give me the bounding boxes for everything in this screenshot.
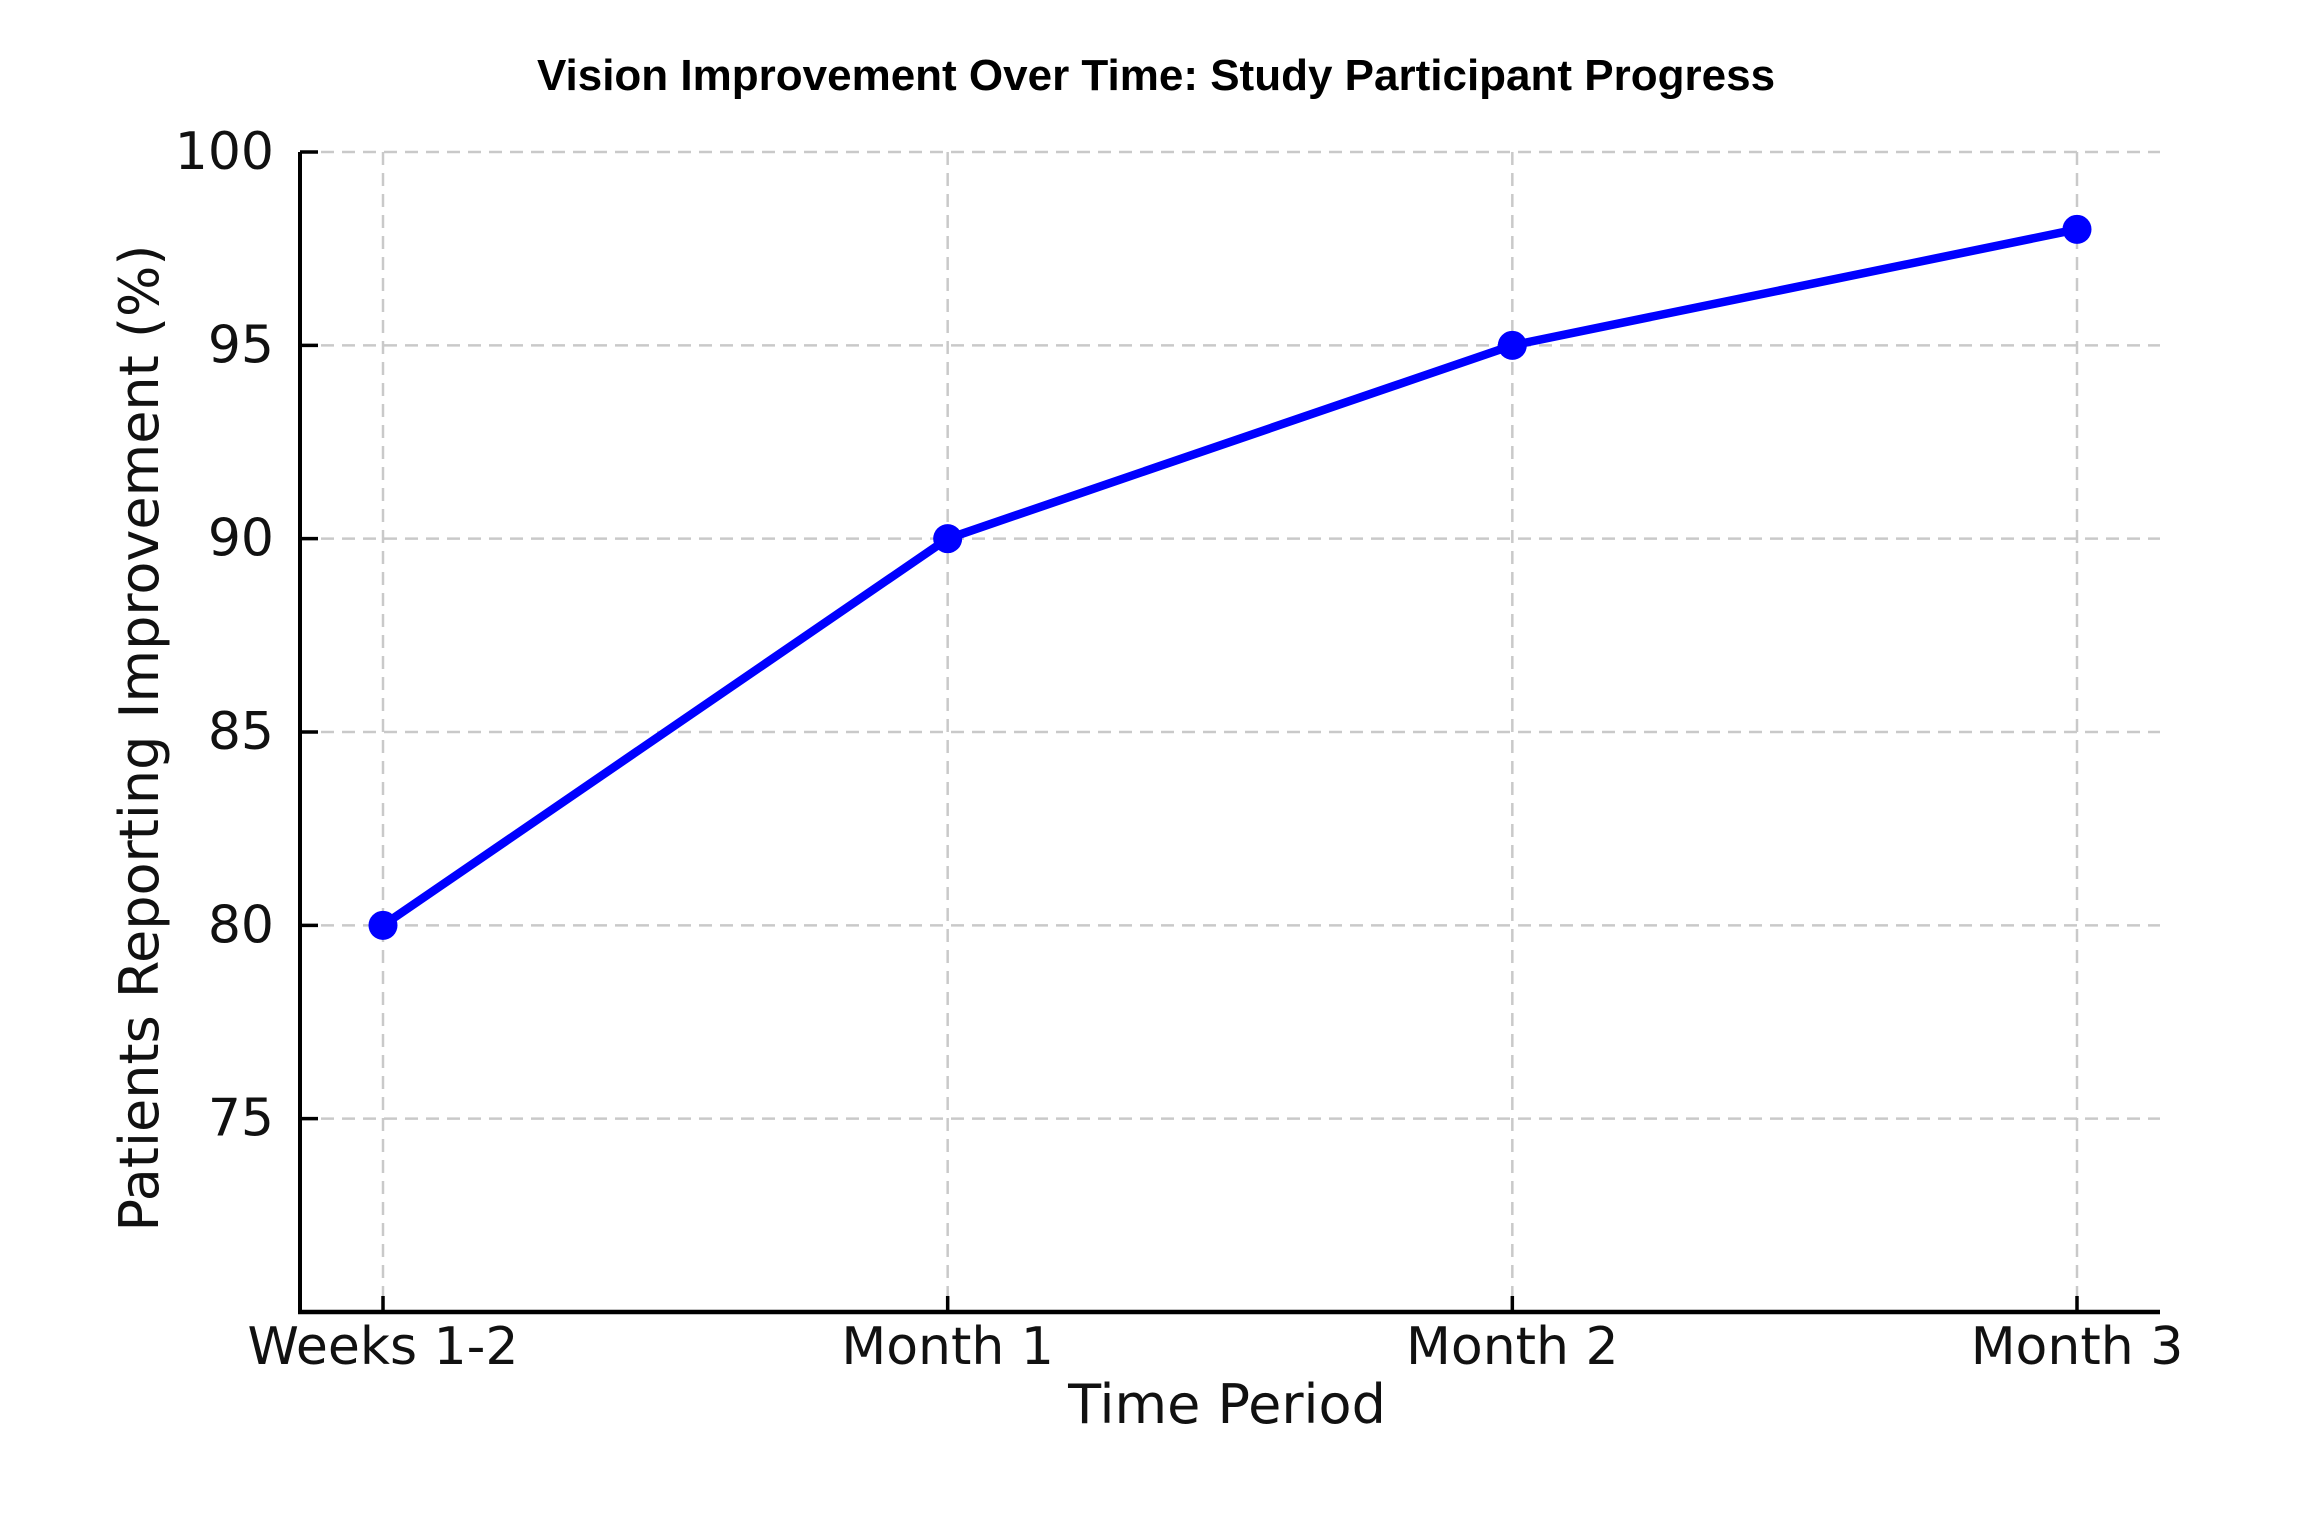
data-point-marker bbox=[1497, 330, 1527, 360]
x-tick-label: Month 2 bbox=[1406, 1317, 1619, 1377]
y-tick-label: 80 bbox=[208, 895, 274, 955]
data-point-marker bbox=[2062, 214, 2092, 244]
series-line bbox=[378, 225, 2082, 930]
y-tick-label: 75 bbox=[208, 1089, 274, 1149]
x-tick-label: Month 1 bbox=[841, 1317, 1054, 1377]
y-tick-label: 100 bbox=[175, 122, 274, 182]
y-tick-label: 95 bbox=[208, 315, 274, 375]
y-tick-label: 90 bbox=[208, 509, 274, 569]
chart-title: Vision Improvement Over Time: Study Part… bbox=[536, 51, 1776, 100]
data-point-marker bbox=[368, 910, 398, 940]
y-tick-label: 85 bbox=[208, 702, 274, 762]
data-point-marker bbox=[933, 524, 963, 554]
x-tick-label: Month 3 bbox=[1971, 1317, 2184, 1377]
y-axis-label: Patients Reporting Improvement (%) bbox=[108, 244, 171, 1232]
x-tick-label: Weeks 1-2 bbox=[247, 1317, 518, 1377]
x-axis-label: Time Period bbox=[1068, 1373, 1386, 1436]
